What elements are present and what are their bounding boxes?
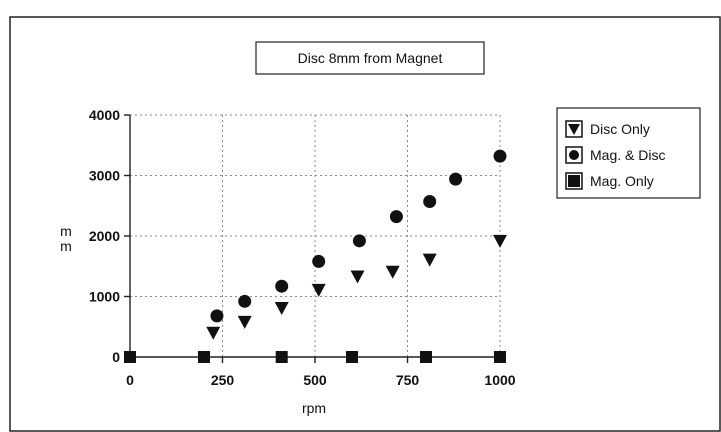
legend-marker-triangle <box>568 124 580 135</box>
series-disc-only <box>206 234 507 340</box>
data-point-mag-disc <box>449 172 463 186</box>
y-tick-label: 1000 <box>89 289 120 305</box>
data-point-mag-only <box>346 351 358 363</box>
data-point-mag-disc <box>389 210 403 224</box>
legend-item-mag-only: Mag. Only <box>565 172 654 190</box>
y-tick-label: 4000 <box>89 107 120 123</box>
legend-label: Mag. Only <box>590 173 654 189</box>
data-point-disc-only <box>274 301 289 315</box>
x-tick-label: 250 <box>211 372 235 388</box>
grid-lines <box>130 114 501 357</box>
chart-title-box: Disc 8mm from Magnet <box>255 41 485 75</box>
data-point-disc-only <box>311 283 326 297</box>
data-point-mag-only <box>420 351 432 363</box>
legend-marker-circle <box>569 150 579 160</box>
legend-label: Disc Only <box>590 121 650 137</box>
x-tick-label: 0 <box>126 372 134 388</box>
legend-item-mag-disc: Mag. & Disc <box>565 146 665 164</box>
legend-label: Mag. & Disc <box>590 147 665 163</box>
x-axis-title: rpm <box>302 400 326 416</box>
data-point-mag-disc <box>275 279 289 293</box>
data-point-disc-only <box>385 265 400 279</box>
data-point-mag-disc <box>493 149 507 163</box>
data-point-mag-only <box>494 351 506 363</box>
data-point-mag-only <box>124 351 136 363</box>
x-tick-label: 750 <box>396 372 420 388</box>
data-marks <box>124 149 507 363</box>
x-tick-label: 1000 <box>484 372 515 388</box>
data-point-disc-only <box>237 315 252 329</box>
outer-frame <box>9 16 721 432</box>
data-point-disc-only <box>422 253 437 267</box>
data-point-disc-only <box>493 234 507 248</box>
y-tick-label: 2000 <box>89 228 120 244</box>
data-point-mag-only <box>198 351 210 363</box>
data-point-mag-only <box>275 351 288 363</box>
series-mag-disc <box>210 149 507 323</box>
data-point-disc-only <box>350 270 365 284</box>
x-tick-label: 500 <box>303 372 327 388</box>
y-tick-label: 3000 <box>89 168 120 184</box>
legend-marker-square <box>568 175 580 187</box>
axis-ticks: 0 1000 2000 3000 4000 0 250 500 750 1000 <box>89 107 516 388</box>
data-point-mag-disc <box>210 309 224 323</box>
legend-item-disc-only: Disc Only <box>565 120 650 138</box>
y-tick-label: 0 <box>112 349 120 365</box>
data-point-disc-only <box>206 326 221 340</box>
data-point-mag-disc <box>312 254 326 268</box>
data-point-mag-disc <box>238 294 252 308</box>
data-point-mag-disc <box>423 195 437 209</box>
chart-title: Disc 8mm from Magnet <box>298 50 443 66</box>
legend: Disc Only Mag. & Disc Mag. Only <box>556 107 701 199</box>
series-mag-only <box>124 351 506 363</box>
data-point-mag-disc <box>352 234 366 248</box>
plot-area: 0 1000 2000 3000 4000 0 250 500 750 1000 <box>89 107 516 388</box>
